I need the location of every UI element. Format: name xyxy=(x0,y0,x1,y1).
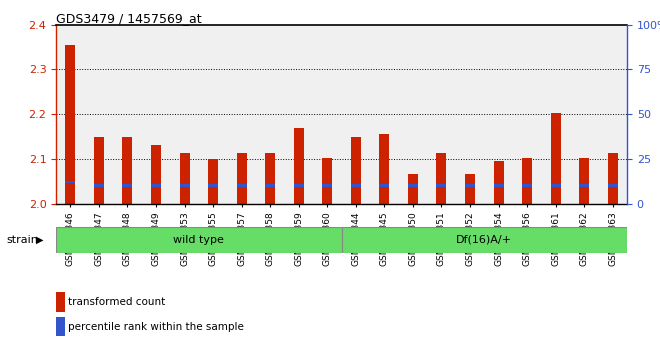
Bar xyxy=(65,181,75,183)
Bar xyxy=(56,227,342,253)
Bar xyxy=(342,227,627,253)
Bar xyxy=(294,127,304,204)
Bar xyxy=(550,113,560,204)
Bar xyxy=(465,184,475,187)
Bar xyxy=(237,154,247,204)
Bar xyxy=(379,184,389,187)
Bar xyxy=(94,184,104,187)
Bar xyxy=(151,184,161,187)
Bar xyxy=(494,161,504,204)
Text: transformed count: transformed count xyxy=(68,297,165,307)
Bar xyxy=(123,184,133,187)
Bar xyxy=(550,184,560,187)
Bar xyxy=(94,137,104,204)
Bar xyxy=(522,158,532,204)
Bar xyxy=(237,184,247,187)
Text: ▶: ▶ xyxy=(36,235,44,245)
Bar xyxy=(208,159,218,204)
Bar xyxy=(408,175,418,204)
Bar xyxy=(123,137,133,204)
Bar xyxy=(322,184,332,187)
Bar xyxy=(208,184,218,187)
Bar xyxy=(151,145,161,204)
Bar xyxy=(294,184,304,187)
Bar xyxy=(494,184,504,187)
Bar xyxy=(351,137,361,204)
Text: GDS3479 / 1457569_at: GDS3479 / 1457569_at xyxy=(56,12,202,25)
Bar xyxy=(322,158,332,204)
Bar xyxy=(379,134,389,204)
Text: percentile rank within the sample: percentile rank within the sample xyxy=(68,322,244,332)
Text: Df(16)A/+: Df(16)A/+ xyxy=(456,235,512,245)
Bar xyxy=(265,154,275,204)
Bar xyxy=(408,184,418,187)
Bar xyxy=(608,154,618,204)
Bar xyxy=(65,45,75,204)
Bar xyxy=(608,184,618,187)
Bar xyxy=(522,184,532,187)
Bar xyxy=(265,184,275,187)
Bar xyxy=(436,153,446,204)
Bar xyxy=(465,175,475,204)
Bar xyxy=(180,184,189,187)
Bar xyxy=(579,158,589,204)
Bar xyxy=(180,154,189,204)
Text: wild type: wild type xyxy=(174,235,224,245)
Bar xyxy=(351,184,361,187)
Bar xyxy=(436,184,446,187)
Bar xyxy=(579,184,589,187)
Text: strain: strain xyxy=(7,235,38,245)
